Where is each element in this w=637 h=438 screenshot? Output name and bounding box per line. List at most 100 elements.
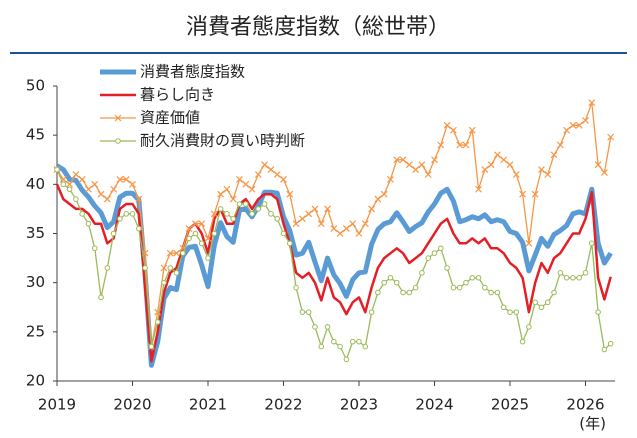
marker xyxy=(601,346,608,353)
marker xyxy=(406,289,413,296)
marker xyxy=(330,225,338,233)
marker xyxy=(180,250,186,256)
marker xyxy=(582,116,589,124)
marker xyxy=(255,206,262,212)
marker xyxy=(280,230,287,237)
marker xyxy=(229,195,237,203)
marker xyxy=(519,190,527,198)
marker xyxy=(305,210,313,218)
y-tick-label: 45 xyxy=(26,126,45,144)
marker xyxy=(450,284,457,291)
marker xyxy=(512,171,520,178)
marker xyxy=(242,180,250,188)
marker xyxy=(286,240,293,247)
marker xyxy=(117,215,123,222)
marker xyxy=(343,356,350,363)
marker xyxy=(311,205,319,213)
marker xyxy=(375,289,381,296)
marker xyxy=(342,225,350,233)
marker xyxy=(217,190,225,198)
marker xyxy=(494,289,501,296)
marker xyxy=(293,284,299,291)
marker xyxy=(556,141,564,149)
marker xyxy=(299,309,306,315)
marker xyxy=(507,309,513,315)
marker xyxy=(582,270,589,276)
marker xyxy=(273,171,281,178)
marker xyxy=(59,175,67,183)
marker xyxy=(600,169,608,176)
y-tick-label: 30 xyxy=(26,273,45,291)
marker xyxy=(381,279,387,286)
marker xyxy=(73,196,79,202)
y-tick-label: 40 xyxy=(26,175,45,193)
marker xyxy=(425,255,432,261)
marker xyxy=(103,195,111,203)
marker xyxy=(419,270,425,276)
marker xyxy=(116,175,124,183)
marker xyxy=(54,166,60,173)
x-axis-label: (年) xyxy=(579,415,606,433)
marker xyxy=(349,338,356,345)
x-tick-label: 2024 xyxy=(415,396,453,414)
marker xyxy=(399,156,407,164)
marker xyxy=(424,171,432,178)
marker xyxy=(531,190,539,198)
marker xyxy=(362,343,369,350)
marker xyxy=(66,180,74,188)
marker xyxy=(317,220,325,228)
chart-title: 消費者態度指数（総世帯） xyxy=(186,15,450,40)
marker xyxy=(110,185,118,193)
marker xyxy=(400,289,406,296)
marker xyxy=(607,133,615,141)
marker xyxy=(431,156,438,164)
marker xyxy=(292,220,300,228)
marker xyxy=(236,175,243,183)
marker xyxy=(468,126,476,134)
marker xyxy=(519,338,526,345)
marker xyxy=(557,270,564,276)
marker xyxy=(418,161,426,169)
marker xyxy=(544,171,552,178)
marker xyxy=(91,180,99,188)
marker xyxy=(349,220,357,228)
marker xyxy=(224,211,230,217)
marker xyxy=(123,211,130,217)
marker xyxy=(443,121,451,129)
marker xyxy=(186,235,192,242)
x-tick-label: 2022 xyxy=(264,396,302,414)
marker xyxy=(129,180,136,188)
marker xyxy=(412,166,420,174)
marker xyxy=(198,240,205,247)
marker xyxy=(205,255,211,261)
marker xyxy=(129,211,136,217)
legend-marker xyxy=(115,138,121,144)
legend-label: 暮らし向き xyxy=(140,86,215,104)
marker xyxy=(236,201,243,207)
marker xyxy=(337,343,343,350)
marker xyxy=(211,230,218,237)
marker xyxy=(525,239,533,247)
marker xyxy=(142,265,148,271)
marker xyxy=(191,220,199,228)
marker xyxy=(280,175,287,183)
marker xyxy=(166,249,174,257)
marker xyxy=(456,141,464,149)
marker xyxy=(437,141,445,149)
marker xyxy=(267,166,275,174)
marker xyxy=(380,190,388,198)
marker xyxy=(312,324,318,330)
marker xyxy=(538,166,545,174)
series-line xyxy=(55,183,612,363)
marker xyxy=(192,230,199,237)
marker xyxy=(576,274,583,281)
marker xyxy=(167,265,174,271)
marker xyxy=(595,309,601,315)
y-tick-label: 25 xyxy=(26,322,45,340)
marker xyxy=(242,201,249,207)
marker xyxy=(575,121,583,129)
marker xyxy=(160,264,168,272)
marker xyxy=(500,304,507,311)
